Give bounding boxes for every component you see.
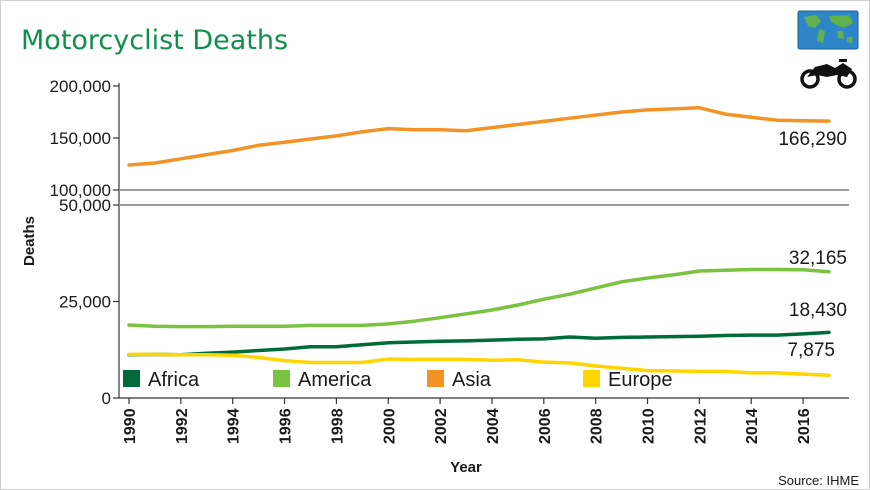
- series-line-asia: [127, 106, 831, 167]
- end-label-asia: 166,290: [778, 129, 847, 150]
- x-tick-label: 2002: [433, 408, 450, 444]
- x-tick-label: 2008: [589, 408, 606, 444]
- x-tick-label: 2004: [485, 408, 502, 444]
- x-tick-label: 2012: [692, 408, 709, 444]
- end-label-africa: 18,430: [789, 300, 847, 321]
- legend-swatch-america: [273, 370, 290, 387]
- legend-swatch-africa: [123, 370, 140, 387]
- y-tick-label: 100,000: [50, 181, 111, 200]
- x-tick-label: 2014: [744, 408, 761, 444]
- series-line-europe: [127, 352, 831, 377]
- x-tick-label: 1990: [122, 408, 139, 444]
- x-tick-label: 1994: [226, 408, 243, 444]
- source-note: Source: IHME: [778, 473, 859, 488]
- x-tick-label: 2006: [537, 408, 554, 444]
- series-layer: [127, 106, 831, 377]
- legend-swatch-europe: [583, 370, 600, 387]
- y-tick-label: 25,000: [59, 293, 111, 312]
- legend-label-africa: Africa: [148, 369, 200, 391]
- y-tick-label: 50,000: [59, 196, 111, 215]
- y-tick-label: 0: [102, 389, 111, 408]
- x-tick-label: 2010: [641, 408, 658, 444]
- x-ticks: 1990 1992 1994 1996 1998 2000 2002 2004 2006 2008…: [122, 398, 813, 444]
- legend-swatch-asia: [427, 370, 444, 387]
- world-map-icon: [797, 10, 859, 50]
- x-tick-label: 2016: [796, 408, 813, 444]
- y-tick-label: 150,000: [50, 129, 111, 148]
- end-label-europe: 7,875: [787, 340, 835, 361]
- end-labels: 18,430 32,165 166,290 7,875: [778, 129, 847, 361]
- chart-title: Motorcyclist Deaths: [21, 25, 288, 56]
- x-axis-title: Year: [450, 459, 482, 476]
- end-label-america: 32,165: [789, 248, 847, 269]
- x-tick-label: 1996: [278, 408, 295, 444]
- legend-label-europe: Europe: [608, 369, 673, 391]
- x-tick-label: 1992: [174, 408, 191, 444]
- legend-label-asia: Asia: [452, 369, 492, 391]
- motorcycle-icon: [800, 59, 857, 89]
- legend-label-america: America: [298, 369, 372, 391]
- series-line-america: [127, 267, 831, 329]
- y-axis-title: Deaths: [21, 216, 38, 266]
- series-line-africa: [127, 330, 831, 357]
- x-tick-label: 1998: [329, 408, 346, 444]
- legend: Africa America Asia Europe: [123, 369, 673, 391]
- x-tick-label: 2000: [381, 408, 398, 444]
- y-tick-label: 200,000: [50, 77, 111, 96]
